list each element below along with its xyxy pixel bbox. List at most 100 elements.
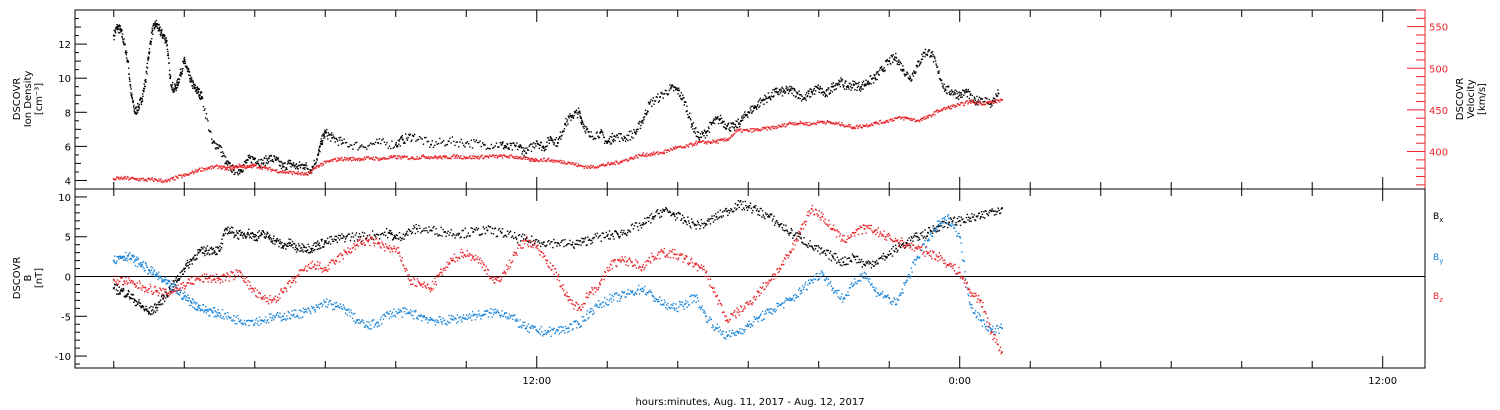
bx-sample	[226, 233, 229, 235]
bx-sample	[198, 248, 201, 251]
by-sample	[139, 262, 142, 264]
bx-sample	[615, 231, 618, 233]
by-sample	[623, 291, 626, 293]
velocity-sample	[823, 121, 826, 123]
bx-sample	[567, 243, 569, 245]
by-sample	[510, 315, 512, 317]
velocity-sample	[119, 177, 122, 179]
bx-sample	[183, 268, 185, 271]
ion-density-sample	[955, 93, 957, 95]
bx-sample	[152, 306, 154, 308]
ion-density-sample	[183, 62, 185, 65]
velocity-sample	[340, 156, 343, 159]
bx-sample	[683, 216, 685, 219]
bx-sample	[991, 208, 993, 210]
by-sample	[520, 325, 522, 328]
by-sample	[403, 311, 406, 313]
ion-density-sample	[161, 28, 163, 31]
velocity-sample	[394, 155, 396, 157]
velocity-sample	[528, 158, 530, 160]
velocity-sample	[833, 123, 836, 125]
velocity-sample	[595, 167, 598, 169]
ion-density-sample	[126, 59, 129, 61]
ion-density-sample	[575, 109, 578, 111]
ion-density-sample	[281, 164, 284, 166]
bx-sample	[538, 240, 540, 242]
bx-sample	[719, 209, 721, 211]
by-sample	[493, 313, 495, 316]
ion-density-sample	[197, 87, 200, 90]
bx-sample	[198, 252, 200, 254]
ion-density-sample	[208, 130, 211, 133]
velocity-sample	[538, 160, 540, 163]
bx-sample	[507, 233, 510, 235]
velocity-sample	[685, 144, 687, 146]
bx-point	[810, 245, 813, 248]
ion-density-sample	[415, 140, 417, 142]
bx-sample	[626, 234, 628, 237]
ion-density-sample	[841, 78, 844, 81]
velocity-sample	[253, 163, 255, 166]
velocity-point	[535, 158, 538, 161]
velocity-sample	[488, 154, 491, 157]
velocity-sample	[933, 111, 935, 113]
ion-density-sample	[141, 100, 144, 102]
ion-density-sample	[668, 89, 670, 92]
ion-density-sample	[846, 86, 849, 88]
by-sample	[256, 323, 258, 325]
ion-density-sample	[167, 53, 169, 55]
velocity-sample	[970, 102, 972, 104]
velocity-sample	[943, 106, 946, 109]
velocity-sample	[362, 159, 365, 161]
by-sample	[344, 312, 347, 314]
by-sample	[400, 311, 403, 313]
bx-sample	[186, 265, 188, 267]
bx-sample	[418, 224, 420, 227]
velocity-sample	[405, 156, 407, 158]
bx-sample	[248, 228, 250, 231]
by-sample	[214, 310, 216, 312]
bx-sample	[235, 234, 237, 236]
bx-sample	[542, 243, 544, 246]
velocity-sample	[692, 143, 694, 145]
by-sample	[551, 328, 553, 330]
velocity-sample	[196, 170, 198, 172]
ion-density-sample	[765, 97, 768, 100]
ion-density-sample	[219, 145, 222, 147]
by-sample	[333, 308, 336, 310]
ion-density-sample	[136, 102, 139, 105]
velocity-sample	[727, 138, 729, 140]
ion-density-sample	[714, 119, 716, 121]
ion-density-sample	[132, 100, 135, 102]
velocity-sample	[807, 124, 810, 127]
bx-sample	[336, 241, 339, 244]
bx-point	[779, 223, 781, 226]
ion-density-sample	[573, 114, 575, 117]
by-sample	[360, 320, 362, 323]
ion-density-sample	[708, 131, 711, 133]
by-sample	[477, 310, 480, 312]
bx-sample	[581, 237, 583, 240]
ion-density-sample	[362, 145, 364, 148]
by-sample	[209, 315, 211, 317]
velocity-sample	[221, 168, 223, 170]
velocity-sample	[188, 174, 190, 176]
by-sample	[631, 290, 634, 292]
ion-density-sample	[935, 63, 937, 65]
velocity-sample	[159, 180, 161, 182]
velocity-sample	[402, 156, 405, 158]
bx-sample	[154, 303, 156, 305]
velocity-sample	[251, 167, 253, 169]
bx-sample	[743, 209, 746, 211]
by-sample	[637, 288, 639, 290]
velocity-sample	[760, 128, 762, 131]
bx-point	[373, 234, 376, 237]
bx-sample	[522, 238, 525, 240]
ion-density-point	[535, 140, 538, 143]
bx-sample	[756, 208, 758, 210]
by-sample	[227, 315, 230, 317]
ion-density-sample	[178, 78, 181, 81]
by-sample	[252, 324, 255, 326]
ion-density-sample	[780, 88, 782, 90]
bx-sample	[196, 254, 199, 256]
